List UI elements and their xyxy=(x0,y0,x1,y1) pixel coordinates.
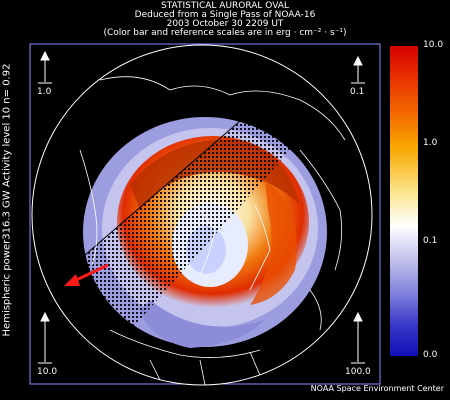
color-bar xyxy=(390,46,418,356)
title-line-4: (Color bar and reference scales are in e… xyxy=(103,28,347,38)
reference-scale-top-left-label: 1.0 xyxy=(37,87,52,97)
reference-scale-top-right-label: 0.1 xyxy=(350,87,364,97)
hemispheric-power-label: Hemispheric power316.3 GW Activity level… xyxy=(1,63,13,337)
reference-scale-bottom-left-label: 10.0 xyxy=(37,367,57,377)
title-line-2: Deduced from a Single Pass of NOAA-16 xyxy=(134,10,316,20)
footer-credit: NOAA Space Environment Center xyxy=(310,384,444,393)
reference-scale-bottom-right xyxy=(351,311,365,364)
title-line-3: 2003 October 30 2209 UT xyxy=(166,19,284,29)
reference-scale-bottom-left xyxy=(38,311,52,364)
colorbar-max-label: 10.0 xyxy=(423,40,444,50)
colorbar-mid-low-label: 0.1 xyxy=(423,236,438,246)
sun-direction-arrow xyxy=(64,263,109,286)
auroral-right-band xyxy=(250,180,297,305)
reference-scale-bottom-right-label: 100.0 xyxy=(345,367,371,377)
colorbar-mid-high-label: 1.0 xyxy=(423,138,438,148)
coastlines xyxy=(79,76,346,385)
reference-scale-top-left xyxy=(38,50,52,84)
title-line-1: STATISTICAL AURORAL OVAL xyxy=(161,1,289,11)
satellite-swath-edge xyxy=(69,107,256,269)
reference-scale-top-right xyxy=(351,55,365,84)
colorbar-min-label: 0.0 xyxy=(423,350,438,360)
side-label-container: Hemispheric power316.3 GW Activity level… xyxy=(0,0,16,400)
satellite-swath xyxy=(70,108,290,342)
auroral-lower-lobe xyxy=(140,300,265,348)
